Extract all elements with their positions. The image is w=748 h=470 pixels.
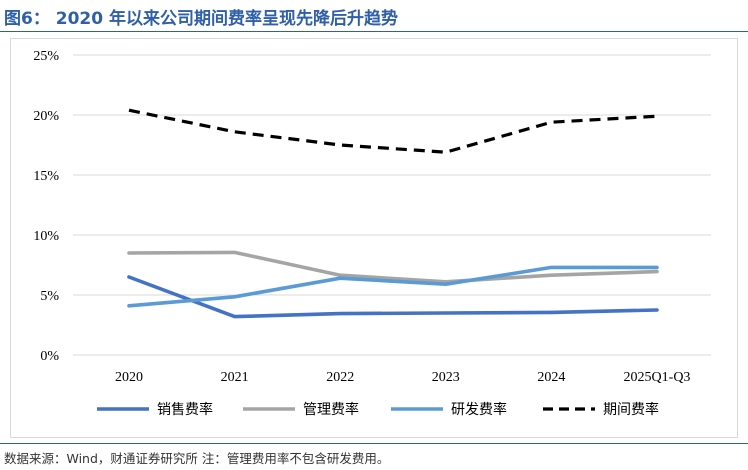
figure-title: 图6： 2020 年以来公司期间费率呈现先降后升趋势 <box>4 9 398 29</box>
series-line <box>128 108 658 154</box>
x-tick-label: 2024 <box>537 370 565 385</box>
y-tick-label: 15% <box>33 169 59 184</box>
y-tick-label: 20% <box>33 109 59 124</box>
series-line <box>127 275 659 319</box>
x-tick-label: 2025Q1-Q3 <box>624 370 691 385</box>
chart-frame: 0% 5% 10% 15% 20% 25% 2020 2021 2022 2023 2024 2025… <box>10 38 738 438</box>
y-tick-label: 25% <box>33 49 59 64</box>
legend-label: 管理费率 <box>303 401 359 418</box>
source-divider <box>0 443 748 444</box>
x-tick-label: 2021 <box>221 370 249 385</box>
legend-label: 期间费率 <box>603 401 659 418</box>
y-tick-label: 0% <box>40 349 59 364</box>
x-tick-label: 2022 <box>326 370 354 385</box>
source-note: 数据来源：Wind，财通证券研究所 注：管理费用率不包含研发费用。 <box>4 451 390 466</box>
line-chart: 0% 5% 10% 15% 20% 25% 2020 2021 2022 2023 2024 2025… <box>33 49 711 418</box>
title-divider <box>0 31 748 32</box>
series-line <box>127 250 659 284</box>
x-tick-label: 2020 <box>115 370 143 385</box>
legend-label: 研发费率 <box>451 401 507 418</box>
y-tick-label: 10% <box>33 229 59 244</box>
legend-label: 销售费率 <box>157 401 213 418</box>
x-tick-label: 2023 <box>432 370 460 385</box>
series-line <box>127 265 659 308</box>
y-tick-label: 5% <box>40 289 59 304</box>
